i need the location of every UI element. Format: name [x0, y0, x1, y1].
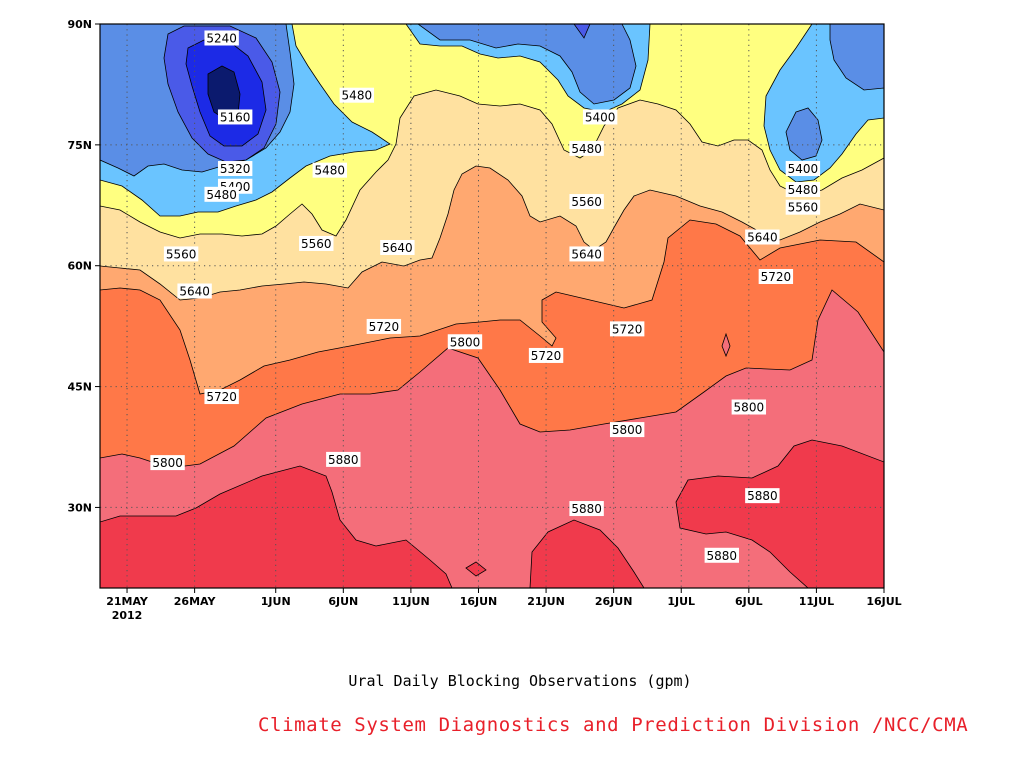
contour-label-bg — [380, 239, 415, 255]
contour-label: 5800 — [450, 335, 481, 349]
x-tick-label: 26MAY — [174, 595, 217, 608]
contour-label: 5160 — [220, 110, 251, 124]
contour-label: 5480 — [788, 183, 819, 197]
contour-label: 5720 — [761, 270, 792, 284]
contour-label: 5880 — [747, 489, 778, 503]
contour-label: 5400 — [788, 162, 819, 176]
contour-label-bg — [704, 547, 739, 563]
band-5320-ne — [829, 24, 884, 91]
band-5320-isle — [785, 107, 823, 161]
x-tick-year: 2012 — [112, 609, 143, 622]
x-tick-label: 26JUN — [595, 595, 633, 608]
contour-label: 5560 — [788, 201, 819, 215]
contour-label-bg — [528, 347, 564, 363]
contour-label-bg — [609, 422, 645, 438]
contour-label: 5240 — [206, 32, 237, 46]
contour-label-bg — [150, 455, 185, 471]
contour-label: 5880 — [328, 453, 359, 467]
contour-label: 5400 — [585, 110, 616, 124]
contour-label-bg — [204, 30, 239, 46]
contour-labels: 5240 5160 5320 5400 5480 5480 5480 5400 5480 5560… — [150, 30, 821, 563]
contour-label: 5640 — [571, 247, 602, 261]
contour-label: 5800 — [152, 456, 183, 470]
contour-label-bg — [609, 321, 645, 337]
y-tick-label: 60N — [67, 260, 92, 273]
contour-label: 5880 — [707, 549, 738, 563]
chart-title: Ural Daily Blocking Observations (gpm) — [348, 672, 692, 690]
x-tick-label: 11JUN — [392, 595, 430, 608]
contour-label: 5320 — [220, 162, 251, 176]
y-axis: 30N 45N 60N 75N 90N — [67, 18, 100, 514]
contour-label: 5480 — [315, 164, 346, 178]
contour-label: 5640 — [179, 284, 210, 298]
contour-label: 5720 — [206, 390, 237, 404]
y-tick-label: 90N — [67, 18, 92, 31]
contour-label-bg — [582, 109, 618, 125]
contour-label-bg — [785, 199, 821, 215]
contour-label: 5800 — [734, 401, 765, 415]
x-tick-label: 16JUN — [460, 595, 498, 608]
contour-label-bg — [758, 268, 794, 284]
contour-label: 5720 — [531, 349, 562, 363]
band-5880-speck — [465, 561, 487, 577]
contour-label-bg — [366, 318, 402, 334]
x-tick-label: 21MAY — [106, 595, 149, 608]
x-tick-label: 1JUL — [667, 595, 695, 608]
contour-label: 5880 — [571, 502, 602, 516]
contour-label-bg — [731, 399, 767, 415]
contour-label-bg — [569, 140, 604, 156]
contour-label-bg — [745, 229, 780, 245]
x-tick-label: 1JUN — [261, 595, 291, 608]
contour-label: 5560 — [301, 237, 332, 251]
contour-label-bg — [569, 501, 604, 517]
contour-fill-layer — [100, 24, 884, 588]
x-tick-label: 6JUN — [328, 595, 358, 608]
contour-label-bg — [339, 87, 375, 103]
contour-label-bg — [785, 181, 821, 197]
contour-label-bg — [569, 246, 604, 262]
contour-label-bg — [745, 488, 780, 504]
plot-frame — [99, 23, 885, 589]
band-5320-speck — [573, 24, 591, 39]
contour-label: 5720 — [369, 320, 400, 334]
contour-label-bg — [217, 161, 253, 177]
y-tick-label: 30N — [67, 501, 92, 514]
contour-label: 5800 — [612, 423, 643, 437]
contour-label: 5640 — [382, 241, 413, 255]
contour-label: 5560 — [571, 195, 602, 209]
contour-label-bg — [569, 194, 604, 210]
contour-label: 5480 — [571, 142, 602, 156]
contour-label: 5480 — [342, 89, 373, 103]
contour-label-bg — [785, 161, 821, 177]
contour-label-bg — [312, 162, 347, 178]
contour-label: 5720 — [612, 322, 643, 336]
contour-label-bg — [177, 283, 212, 299]
x-tick-label: 21JUN — [527, 595, 565, 608]
source-credit: Climate System Diagnostics and Predictio… — [258, 714, 969, 736]
contour-label: 5560 — [166, 247, 197, 261]
y-tick-label: 45N — [67, 381, 92, 394]
contour-label-bg — [163, 246, 199, 262]
x-tick-label: 11JUL — [799, 595, 834, 608]
contour-label-bg — [326, 451, 361, 467]
contour-label-bg — [299, 235, 334, 251]
band-5320-n — [417, 24, 637, 105]
x-tick-label: 6JUL — [735, 595, 763, 608]
contour-label: 5640 — [747, 231, 778, 245]
y-tick-label: 75N — [67, 139, 92, 152]
x-tick-label: 16JUL — [866, 595, 901, 608]
contour-label: 5480 — [206, 188, 237, 202]
contour-label-bg — [217, 109, 253, 125]
contour-label-bg — [447, 334, 483, 350]
band-5720-speck — [721, 332, 731, 358]
contour-label-bg — [204, 389, 239, 405]
contour-label-bg — [204, 186, 239, 202]
